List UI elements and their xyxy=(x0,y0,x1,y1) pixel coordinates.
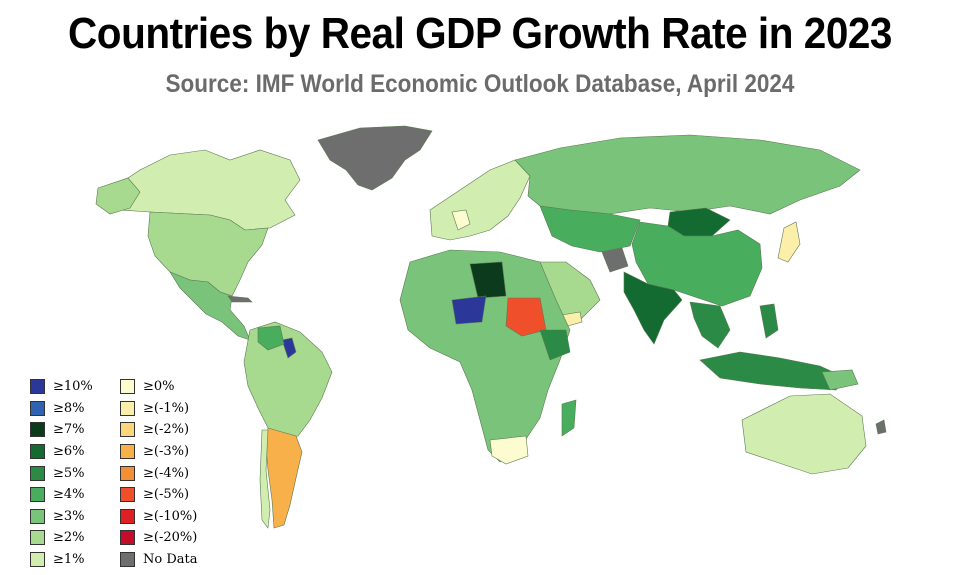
legend-item: ≥(-10%) xyxy=(120,506,197,528)
region-libya xyxy=(469,261,507,299)
legend-item: ≥(-20%) xyxy=(120,527,197,549)
region-madagascar xyxy=(561,399,577,437)
region-se-asia xyxy=(689,301,731,349)
region-australia xyxy=(741,393,867,475)
legend-label: No Data xyxy=(143,552,198,568)
region-niger xyxy=(451,295,487,325)
legend-item: ≥4% xyxy=(30,484,93,506)
region-ethiopia xyxy=(539,329,571,361)
legend-label: ≥(-5%) xyxy=(143,487,190,503)
legend-item: ≥(-2%) xyxy=(120,419,197,441)
legend-item: ≥7% xyxy=(30,419,93,441)
legend-swatch xyxy=(120,422,135,438)
legend-label: ≥(-4%) xyxy=(143,465,190,481)
region-china xyxy=(631,221,763,307)
legend-label: ≥(-2%) xyxy=(143,422,190,438)
legend-item: ≥(-3%) xyxy=(120,441,197,463)
region-new-guinea xyxy=(821,369,859,391)
legend-swatch xyxy=(120,508,135,524)
legend-item: ≥10% xyxy=(30,376,93,398)
region-chile xyxy=(259,429,271,529)
legend-swatch xyxy=(30,400,45,416)
region-argentina xyxy=(265,427,303,529)
legend-swatch xyxy=(30,444,45,460)
legend-column-negative: ≥0% ≥(-1%) ≥(-2%) ≥(-3%) ≥(-4%) ≥(-5%) ≥… xyxy=(120,376,197,570)
legend-swatch xyxy=(120,444,135,460)
region-afghanistan xyxy=(601,247,629,273)
legend-label: ≥2% xyxy=(53,530,85,546)
legend-label: ≥(-1%) xyxy=(143,400,190,416)
legend-label: ≥(-20%) xyxy=(143,530,198,546)
legend-swatch xyxy=(30,379,45,395)
region-indonesia xyxy=(699,351,847,391)
region-sudan xyxy=(505,297,547,337)
legend-item: ≥(-4%) xyxy=(120,462,197,484)
legend-label: ≥5% xyxy=(53,465,85,481)
legend-label: ≥4% xyxy=(53,487,85,503)
region-germany xyxy=(451,209,471,231)
legend-item: No Data xyxy=(120,549,197,571)
legend-label: ≥1% xyxy=(53,552,85,568)
map-title: Countries by Real GDP Growth Rate in 202… xyxy=(68,9,892,58)
legend-label: ≥(-3%) xyxy=(143,444,190,460)
region-mexico xyxy=(169,271,251,341)
region-south-america xyxy=(243,321,333,441)
region-guyana xyxy=(281,337,297,359)
region-japan xyxy=(777,221,801,263)
legend-label: ≥3% xyxy=(53,508,85,524)
legend-item: ≥(-5%) xyxy=(120,484,197,506)
legend-swatch xyxy=(30,508,45,524)
legend-item: ≥(-1%) xyxy=(120,398,197,420)
legend-swatch xyxy=(30,487,45,503)
map-subtitle: Source: IMF World Economic Outlook Datab… xyxy=(165,70,795,98)
legend-label: ≥0% xyxy=(143,379,175,395)
legend-swatch xyxy=(30,422,45,438)
region-new-zealand xyxy=(875,419,887,435)
legend-item: ≥2% xyxy=(30,527,93,549)
legend-label: ≥6% xyxy=(53,444,85,460)
legend-label: ≥7% xyxy=(53,422,85,438)
region-greenland xyxy=(317,125,433,191)
region-europe xyxy=(429,159,531,241)
legend: ≥10% ≥8% ≥7% ≥6% ≥5% ≥4% ≥3% ≥2% ≥1% ≥0%… xyxy=(30,376,240,568)
legend-swatch xyxy=(120,379,135,395)
legend-item: ≥8% xyxy=(30,398,93,420)
legend-swatch xyxy=(120,400,135,416)
legend-label: ≥(-10%) xyxy=(143,508,198,524)
legend-item: ≥5% xyxy=(30,462,93,484)
region-india xyxy=(623,271,683,345)
legend-swatch xyxy=(120,487,135,503)
legend-label: ≥8% xyxy=(53,400,85,416)
region-venezuela xyxy=(257,325,285,351)
region-alaska xyxy=(95,177,141,215)
region-central-asia xyxy=(539,205,641,253)
legend-swatch xyxy=(120,465,135,481)
region-russia xyxy=(514,134,861,215)
region-caribbean xyxy=(227,295,253,303)
region-philippines xyxy=(759,303,779,339)
legend-swatch xyxy=(30,552,45,568)
legend-item: ≥1% xyxy=(30,549,93,571)
legend-label: ≥10% xyxy=(53,379,93,395)
legend-swatch xyxy=(120,530,135,546)
legend-column-positive: ≥10% ≥8% ≥7% ≥6% ≥5% ≥4% ≥3% ≥2% ≥1% xyxy=(30,376,93,570)
legend-item: ≥0% xyxy=(120,376,197,398)
region-south-africa xyxy=(489,435,529,465)
legend-swatch xyxy=(120,552,135,568)
legend-swatch xyxy=(30,530,45,546)
legend-item: ≥3% xyxy=(30,506,93,528)
legend-swatch xyxy=(30,465,45,481)
legend-item: ≥6% xyxy=(30,441,93,463)
